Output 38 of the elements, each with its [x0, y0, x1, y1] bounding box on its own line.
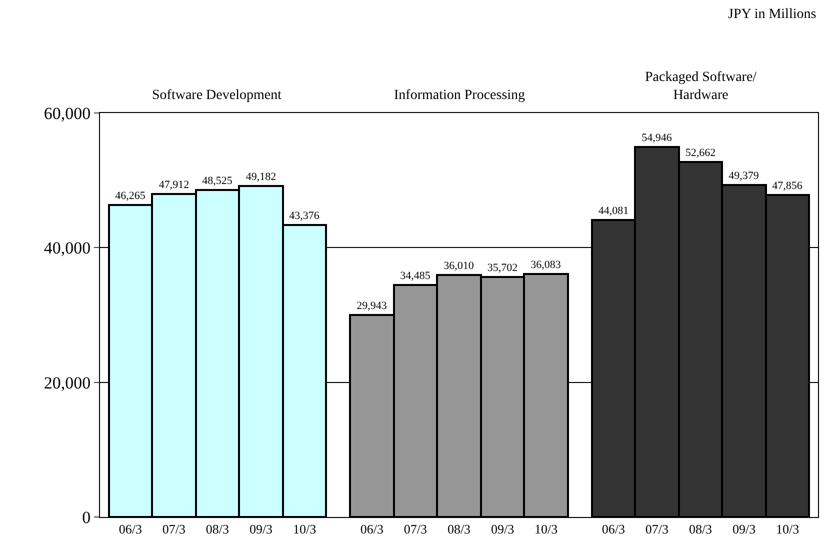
data-label: 36,010	[444, 260, 474, 272]
x-tick-label: 09/3	[490, 522, 514, 537]
text: Information Processing	[394, 88, 526, 103]
x-tick-label: 09/3	[732, 522, 756, 537]
x-tick-label: 08/3	[688, 522, 712, 537]
y-tick-label: 60,000	[44, 104, 91, 123]
x-tick-label: 08/3	[206, 522, 230, 537]
y-tick-label: 40,000	[44, 238, 91, 258]
x-tick-label: 07/3	[162, 522, 186, 537]
data-label: 34,485	[400, 270, 431, 282]
x-tick-label: 10/3	[292, 522, 316, 537]
y-tick-label: 20,000	[44, 373, 91, 392]
x-tick-label: 10/3	[534, 522, 558, 537]
data-label: 35,702	[487, 262, 518, 274]
data-label: 43,376	[289, 210, 320, 222]
x-tick-label: 06/3	[360, 522, 384, 537]
data-label: 54,946	[642, 132, 672, 144]
x-tick-label: 07/3	[645, 522, 669, 537]
text: JPY in Millions	[728, 7, 816, 22]
data-label: 46,265	[115, 190, 146, 202]
data-label: 44,081	[598, 205, 629, 217]
data-label: 49,379	[728, 170, 760, 182]
x-tick-label: 06/3	[118, 522, 142, 537]
data-label: 48,525	[202, 175, 233, 187]
text: Packaged Software/ Hardware	[645, 70, 757, 104]
x-tick-label: 07/3	[404, 522, 428, 537]
data-label: 36,083	[530, 259, 562, 271]
data-label: 47,856	[772, 180, 803, 192]
x-tick-label: 09/3	[249, 522, 273, 537]
x-tick-label: 10/3	[776, 522, 800, 537]
x-tick-label: 08/3	[447, 522, 471, 537]
data-label: 29,943	[356, 300, 388, 312]
x-tick-label: 06/3	[602, 522, 626, 537]
text: Software Development	[152, 88, 282, 103]
y-tick-label: 0	[82, 508, 91, 527]
data-label: 52,662	[685, 147, 716, 159]
data-label: 47,912	[158, 179, 190, 191]
data-label: 49,182	[246, 171, 276, 183]
